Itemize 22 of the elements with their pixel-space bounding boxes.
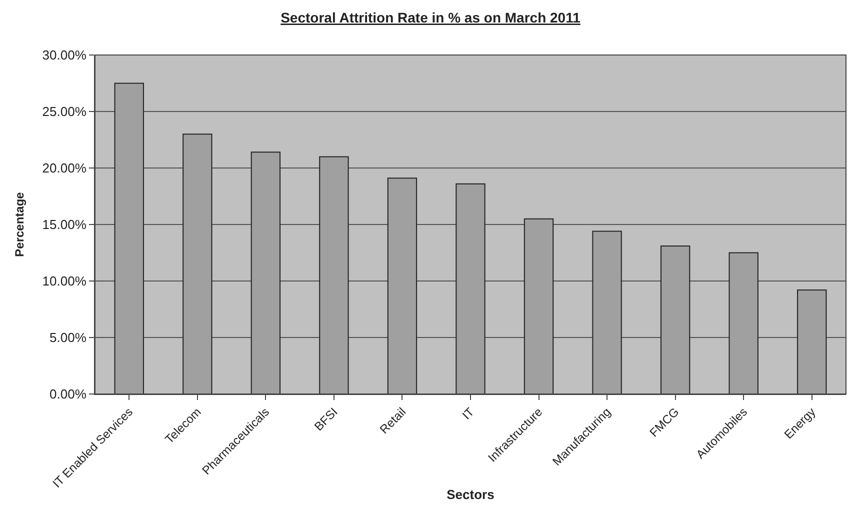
bar [387,178,418,394]
bar [728,252,758,394]
bar [592,230,622,394]
bar [182,134,212,394]
y-tick-label: 5.00% [50,330,87,346]
bar [524,218,554,394]
bar [797,290,827,394]
bar [114,82,144,394]
bar [319,156,349,394]
x-tick-label: IT [459,404,478,422]
x-axis-title: Sectors [446,487,494,502]
y-tick-label: 20.00% [42,160,87,176]
bar [250,152,281,394]
y-tick-label: 10.00% [42,274,87,289]
y-tick-label: 25.00% [42,104,87,120]
bar [456,183,486,394]
bar [660,245,690,394]
chart-title: Sectoral Attrition Rate in % as on March 2011 [280,10,581,26]
y-tick-label: 15.00% [42,217,87,232]
y-tick-label: 0.00% [50,386,87,402]
y-axis-title: Percentage [12,192,27,257]
y-tick-label: 30.00% [42,48,87,63]
